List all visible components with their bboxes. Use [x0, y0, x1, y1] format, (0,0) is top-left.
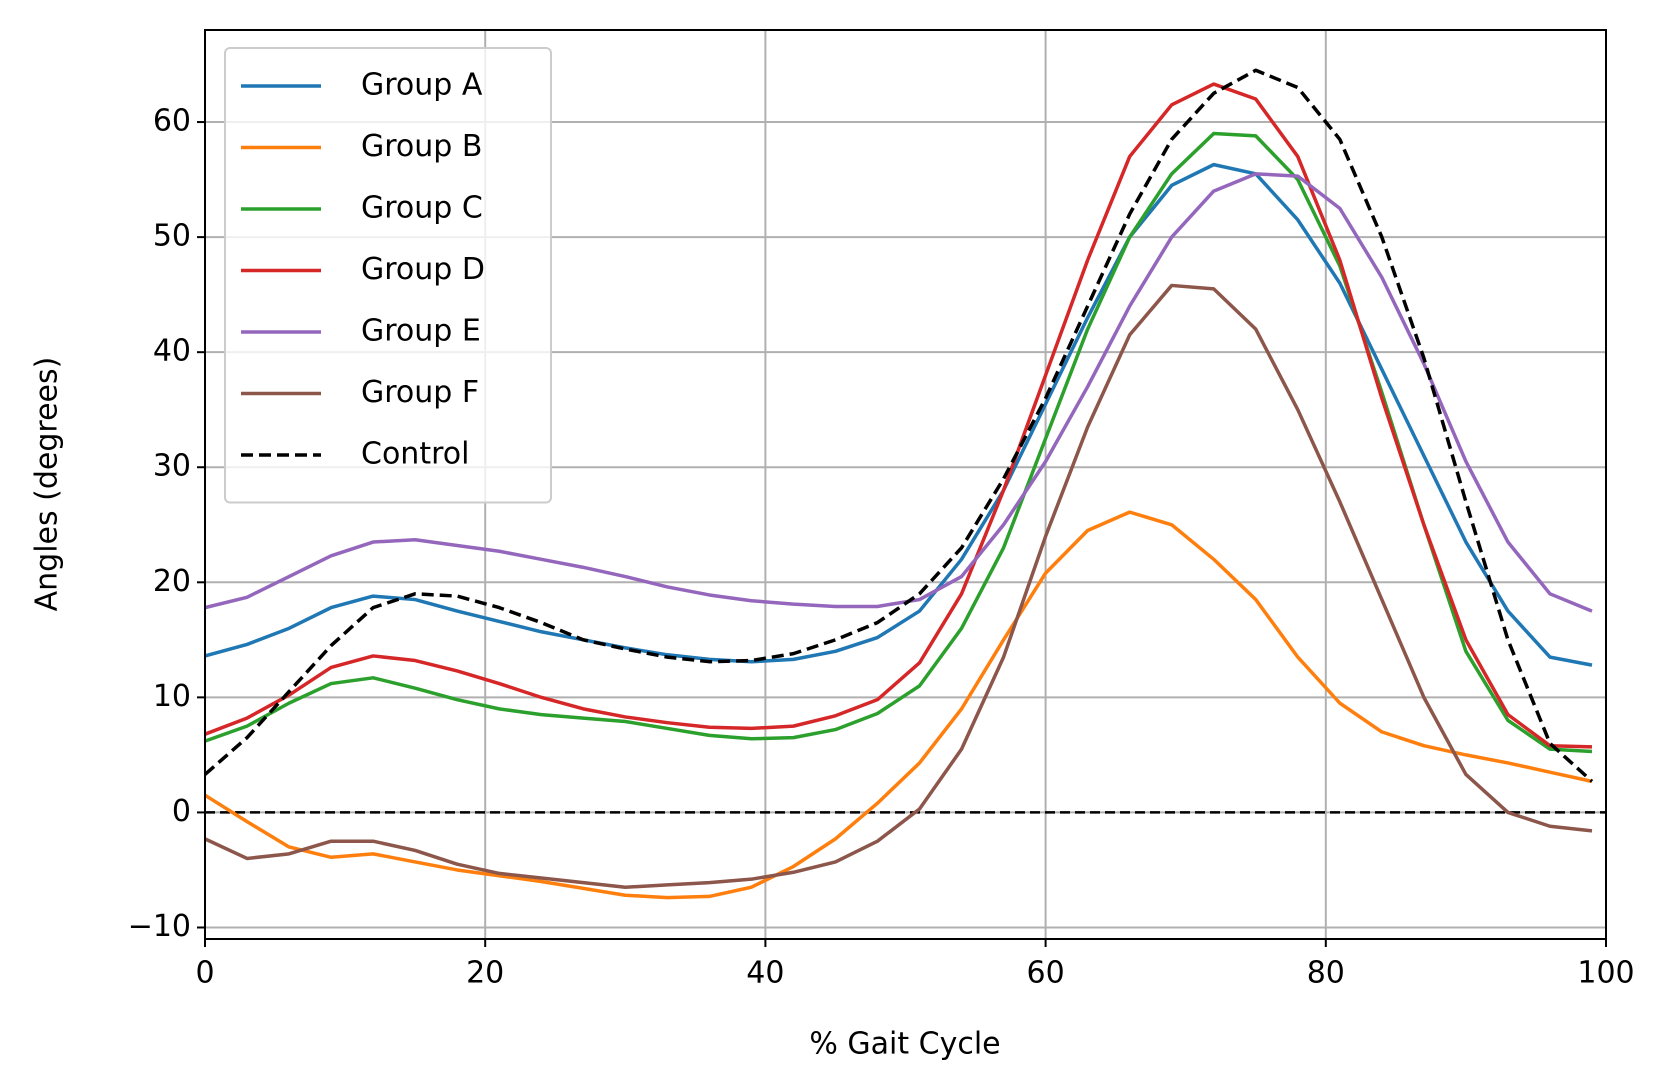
y-axis-label: Angles (degrees) [30, 357, 65, 612]
legend-label: Group F [361, 375, 479, 410]
legend-box [224, 47, 552, 504]
y-tick-label: −10 [128, 909, 191, 944]
legend-label: Group B [361, 129, 482, 164]
legend-label: Group D [361, 252, 485, 287]
legend-label: Control [361, 437, 469, 472]
legend-label: Group A [361, 68, 483, 103]
series-line [204, 283, 1593, 889]
x-tick-label: 100 [1577, 956, 1634, 991]
x-tick-label: 60 [1027, 956, 1065, 991]
y-tick-label: 30 [153, 449, 191, 484]
x-tick-label: 20 [466, 956, 504, 991]
plot-frame [204, 29, 1607, 940]
y-tick-label: 50 [153, 219, 191, 254]
legend-label: Group E [361, 314, 481, 349]
x-axis-label: % Gait Cycle [809, 1027, 1000, 1062]
y-tick-label: 60 [153, 104, 191, 139]
x-tick-label: 40 [746, 956, 784, 991]
y-tick-label: 0 [172, 794, 191, 829]
y-tick-label: 10 [153, 679, 191, 714]
x-tick-label: 0 [195, 956, 214, 991]
series-line [204, 172, 1593, 613]
legend-label: Group C [361, 191, 483, 226]
y-tick-label: 20 [153, 564, 191, 599]
series-line [203, 68, 1594, 783]
y-tick-label: 40 [153, 334, 191, 369]
series-line [204, 82, 1593, 749]
x-tick-label: 80 [1307, 956, 1345, 991]
series-line [204, 510, 1593, 900]
